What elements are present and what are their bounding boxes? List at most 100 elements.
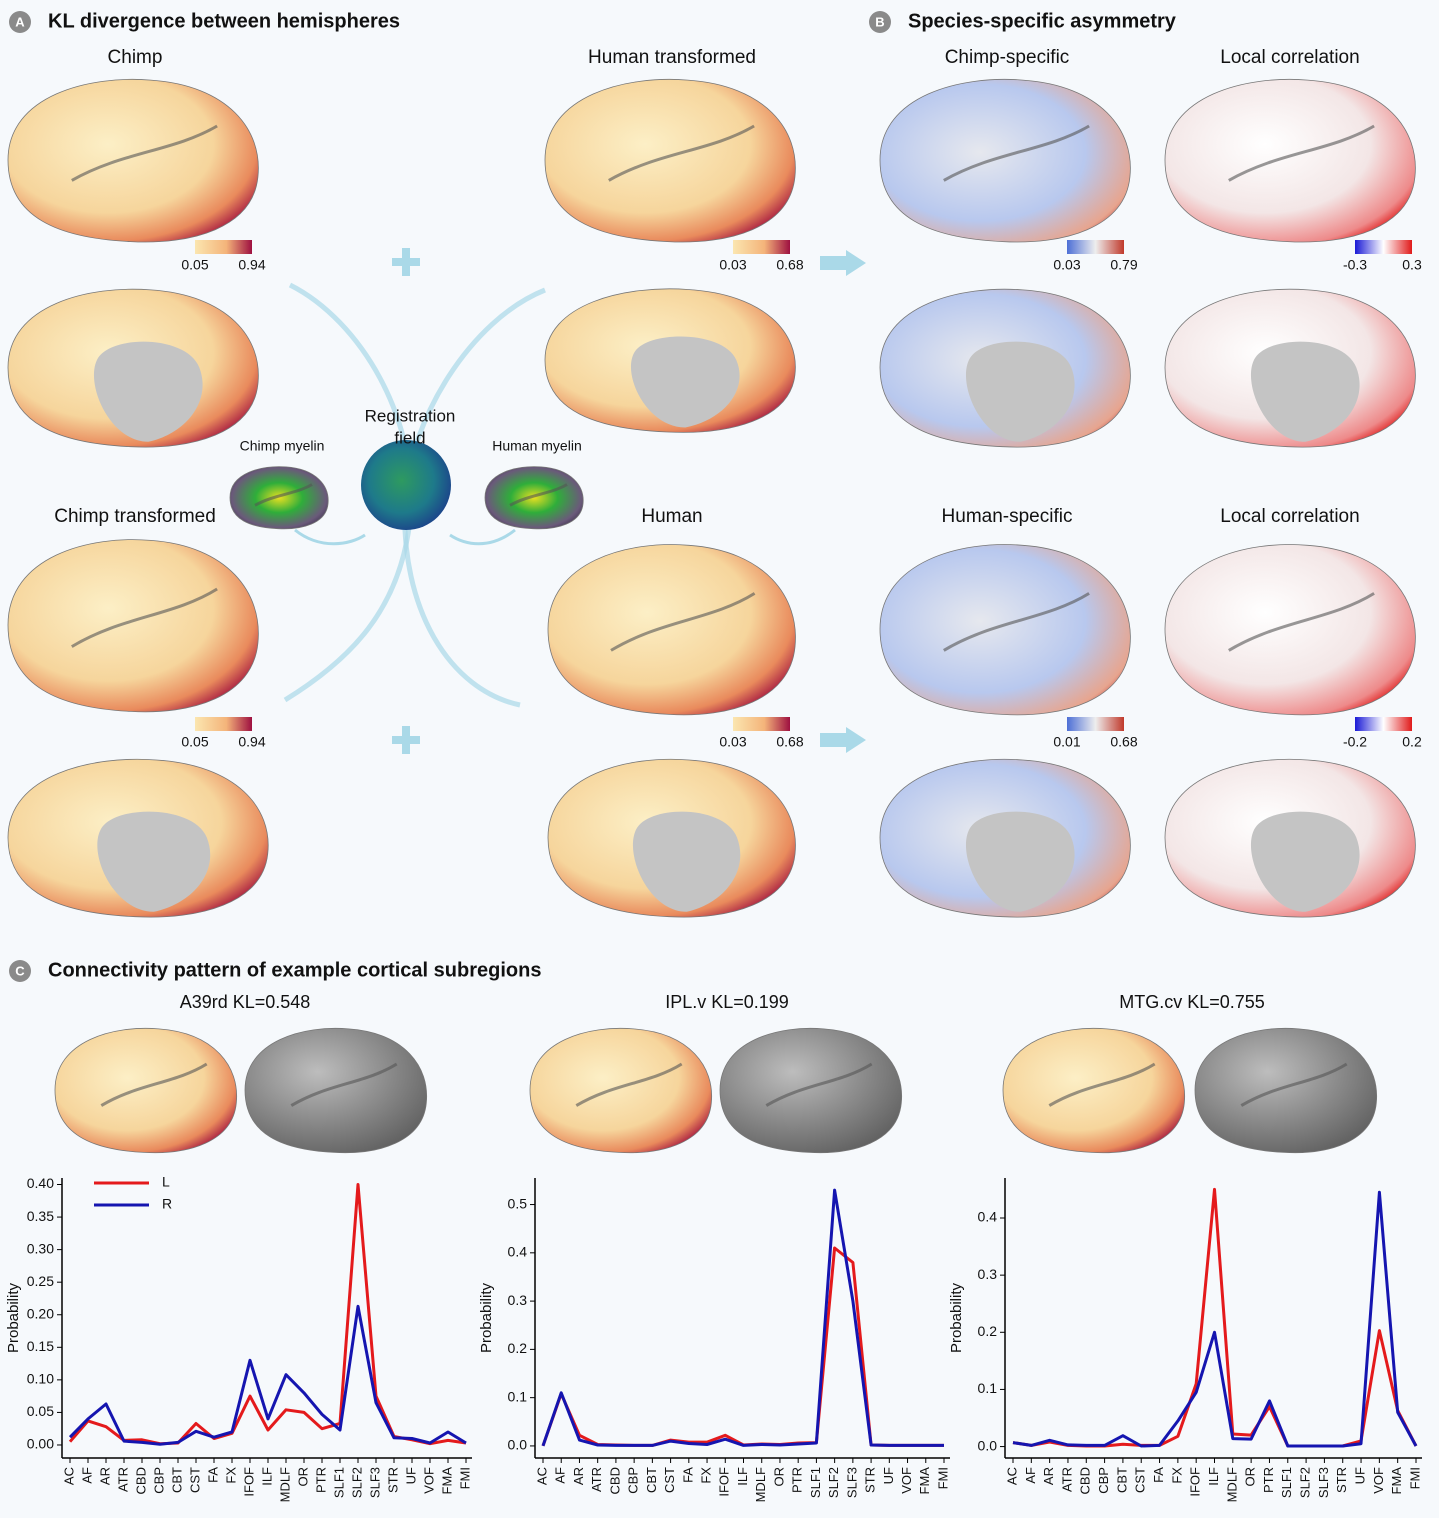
- x-tick-label: CBP: [626, 1467, 641, 1494]
- brain-outline: [1195, 1028, 1377, 1152]
- x-tick-label: FX: [698, 1467, 713, 1484]
- x-tick-label: AC: [534, 1467, 549, 1485]
- x-tick-label: FMI: [1407, 1467, 1422, 1489]
- x-tick-label: OR: [1243, 1467, 1258, 1487]
- brain-surface: [245, 1028, 427, 1152]
- colorbar-min: 0.05: [181, 734, 208, 750]
- series-line: [543, 1190, 944, 1446]
- colorbar-min: 0.01: [1053, 734, 1080, 750]
- brain-outline: [880, 79, 1130, 242]
- y-axis-label: Probability: [5, 1282, 22, 1353]
- brain-outline: [55, 1028, 237, 1152]
- x-tick-label: SLF1: [808, 1467, 823, 1498]
- y-tick-label: 0.10: [27, 1371, 54, 1387]
- x-tick-label: CBT: [169, 1467, 184, 1493]
- y-tick-label: 0.40: [27, 1175, 54, 1191]
- brain-surface: [1165, 759, 1415, 917]
- x-tick-label: FMA: [439, 1467, 454, 1495]
- x-tick-label: OR: [295, 1467, 310, 1487]
- x-tick-label: AC: [1004, 1467, 1019, 1485]
- brain-surface: [545, 79, 795, 242]
- x-tick-label: STR: [385, 1467, 400, 1493]
- panel-letter: B: [875, 14, 884, 29]
- brain-surface: [8, 79, 258, 242]
- x-tick-label: AR: [1041, 1467, 1056, 1485]
- x-tick-label: STR: [1334, 1467, 1349, 1493]
- colorbar-max: 0.2: [1402, 734, 1422, 750]
- brain-surface: [1165, 545, 1415, 715]
- colorbar-min: 0.03: [1053, 257, 1080, 273]
- colorbar: [1067, 240, 1124, 254]
- x-tick-label: IFOF: [1188, 1467, 1203, 1497]
- chart-title: IPL.v KL=0.199: [665, 992, 789, 1012]
- panel-title: Connectivity pattern of example cortical…: [48, 959, 541, 981]
- y-tick-label: 0.4: [508, 1244, 528, 1260]
- brain-outline: [8, 79, 258, 242]
- colorbar-min: 0.05: [181, 257, 208, 273]
- brain-label: Local correlation: [1220, 47, 1359, 68]
- colorbar-max: 0.94: [238, 257, 265, 273]
- x-tick-label: MDLF: [277, 1467, 292, 1502]
- brain-label: Human transformed: [588, 47, 756, 68]
- brain-surface: [880, 545, 1130, 715]
- y-tick-label: 0.0: [978, 1437, 998, 1453]
- x-tick-label: MDLF: [753, 1467, 768, 1502]
- panel-title: KL divergence between hemispheres: [48, 10, 400, 32]
- x-tick-label: CBT: [1114, 1467, 1129, 1493]
- x-tick-label: ATR: [1059, 1467, 1074, 1492]
- x-tick-label: OR: [771, 1467, 786, 1487]
- brain-surface: [485, 467, 583, 529]
- legend-label: R: [162, 1196, 172, 1212]
- x-tick-label: FX: [223, 1467, 238, 1484]
- panel-letter: C: [15, 963, 25, 978]
- series-line: [70, 1185, 466, 1444]
- brain-outline: [1003, 1028, 1185, 1152]
- brain-outline: [548, 545, 795, 715]
- x-tick-label: CST: [187, 1467, 202, 1493]
- x-tick-label: FA: [680, 1467, 695, 1483]
- x-tick-label: FX: [1169, 1467, 1184, 1484]
- arrow: [295, 530, 365, 544]
- brain-surface: [230, 467, 328, 529]
- y-axis-label: Probability: [478, 1282, 495, 1353]
- x-tick-label: IFOF: [717, 1467, 732, 1497]
- brain-surface: [720, 1028, 902, 1152]
- x-tick-label: IFOF: [241, 1467, 256, 1497]
- y-tick-label: 0.4: [978, 1209, 998, 1225]
- brain-outline: [530, 1028, 712, 1152]
- brain-surface: [55, 1028, 237, 1152]
- x-tick-label: CBD: [1078, 1467, 1093, 1494]
- panel-letter: A: [15, 14, 25, 29]
- x-tick-label: FMA: [1389, 1467, 1404, 1495]
- colorbar-min: -0.2: [1343, 734, 1367, 750]
- series-line: [1013, 1192, 1416, 1446]
- panel-title: Species-specific asymmetry: [908, 10, 1177, 32]
- x-tick-label: ATR: [115, 1467, 130, 1492]
- brain-outline: [245, 1028, 427, 1152]
- brain-outline: [485, 467, 583, 529]
- y-tick-label: 0.5: [508, 1195, 528, 1211]
- x-tick-label: VOF: [421, 1467, 436, 1494]
- figure: A KL divergence between hemispheres B Speci…: [0, 0, 1439, 1518]
- x-tick-label: UF: [1352, 1467, 1367, 1484]
- brain-outline: [1165, 79, 1415, 242]
- colorbar-max: 0.68: [1110, 734, 1137, 750]
- y-tick-label: 0.3: [978, 1266, 998, 1282]
- x-tick-label: SLF2: [1298, 1467, 1313, 1498]
- brain-surface: [8, 540, 258, 712]
- x-tick-label: FA: [1151, 1467, 1166, 1483]
- x-tick-label: AR: [97, 1467, 112, 1485]
- colorbar: [195, 717, 252, 731]
- colorbar-max: 0.94: [238, 734, 265, 750]
- y-tick-label: 0.3: [508, 1292, 528, 1308]
- x-tick-label: CBT: [644, 1467, 659, 1493]
- brain-outline: [8, 540, 258, 712]
- brain-outline: [230, 467, 328, 529]
- y-tick-label: 0.0: [508, 1437, 528, 1453]
- colorbar: [1355, 240, 1412, 254]
- x-tick-label: CBD: [607, 1467, 622, 1494]
- x-tick-label: FMI: [457, 1467, 472, 1489]
- y-tick-label: 0.2: [508, 1340, 528, 1356]
- brain-label: Chimp-specific: [945, 47, 1070, 68]
- x-tick-label: PTR: [790, 1467, 805, 1493]
